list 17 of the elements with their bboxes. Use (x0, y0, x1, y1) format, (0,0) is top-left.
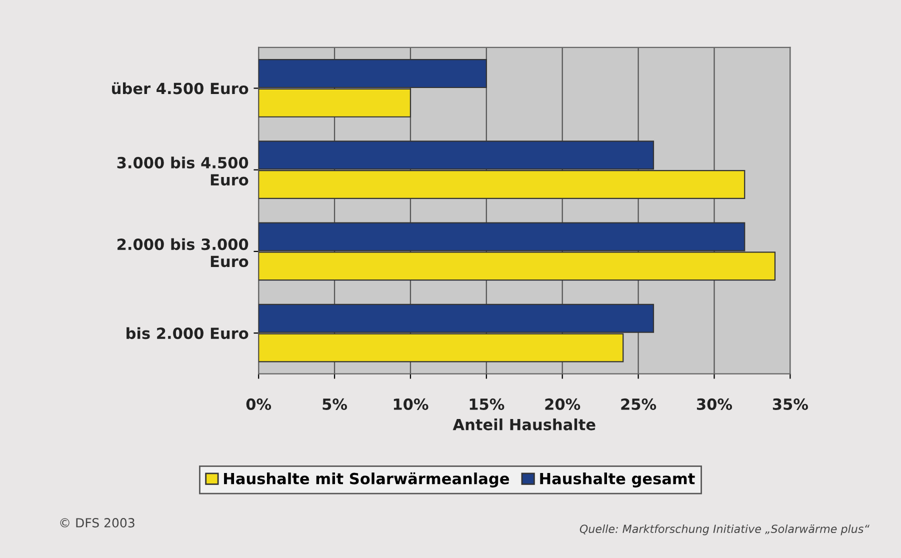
x-tick-label: 25% (621, 398, 656, 410)
x-tick-label: 0% (246, 398, 272, 410)
x-tick-label: 5% (322, 398, 348, 410)
x-tick-label: 30% (696, 398, 732, 410)
y-tick-label: 3.000 bis 4.500 Euro (117, 156, 248, 186)
y-tick-label: bis 2.000 Euro (126, 327, 248, 340)
x-tick-label: 10% (394, 398, 428, 410)
legend-label: Haushalte gesamt (540, 472, 695, 488)
x-tick-label: 35% (772, 398, 808, 410)
y-tick-label: über 4.500 Euro (112, 82, 248, 94)
legend-label: Haushalte mit Solarwärmeanlage (224, 472, 509, 488)
source-note: Quelle: Marktforschung Initiative „Solarwärme plus“ (580, 524, 870, 536)
x-tick-label: 15% (470, 398, 504, 410)
text: © DFS 2003 (60, 518, 134, 528)
y-tick-label: 2.000 bis 3.000 Euro (118, 238, 248, 268)
x-tick-label: 20% (545, 398, 580, 410)
x-axis-title: Anteil Haushalte (452, 418, 596, 430)
